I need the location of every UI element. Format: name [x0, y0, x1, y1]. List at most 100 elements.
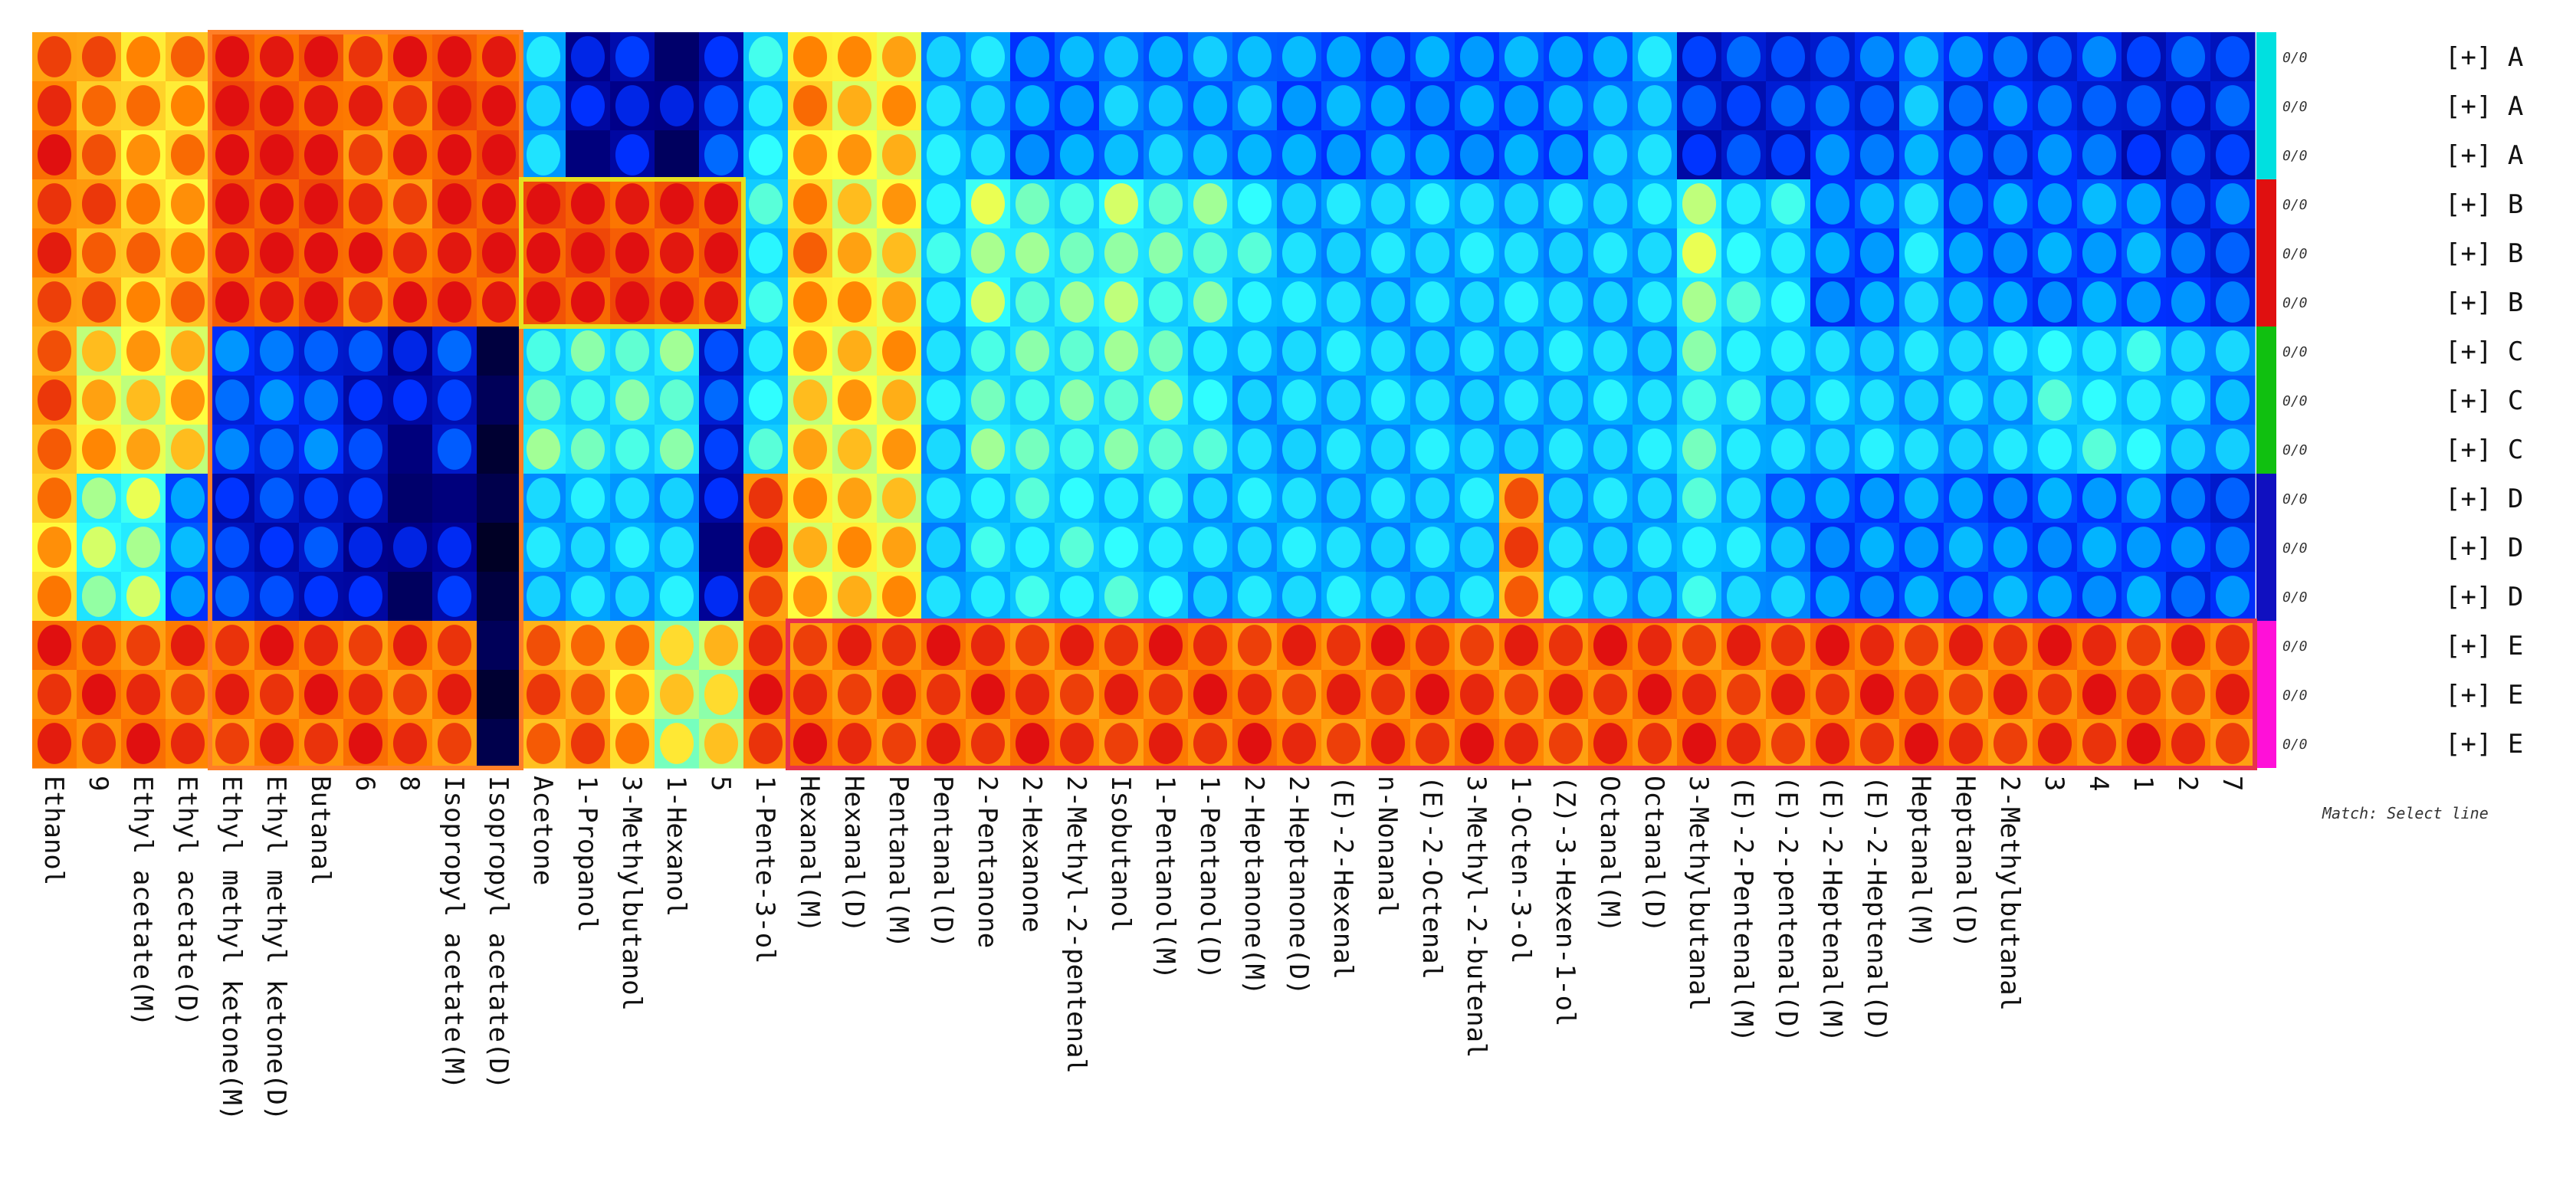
heatmap-spot: [970, 36, 1006, 77]
row-ratio-label: 0/0: [2282, 197, 2308, 213]
heatmap-spot: [1682, 330, 1717, 372]
heatmap-spot: [2215, 36, 2250, 77]
heatmap-spot: [1770, 232, 1806, 274]
heatmap-spot: [926, 36, 961, 77]
heatmap-spot: [1637, 674, 1672, 715]
heatmap-spot: [1548, 576, 1583, 617]
heatmap-spot: [348, 674, 383, 715]
heatmap-spot: [1104, 527, 1139, 568]
heatmap-spot: [1237, 576, 1272, 617]
heatmap-spot: [792, 576, 828, 617]
heatmap-spot: [1682, 527, 1717, 568]
heatmap-spot: [1815, 281, 1850, 323]
heatmap-spot: [926, 674, 961, 715]
heatmap-spot: [304, 625, 339, 666]
heatmap-spot: [570, 527, 605, 568]
heatmap-spot: [704, 330, 739, 372]
heatmap-spot: [392, 281, 428, 323]
heatmap-spot: [970, 330, 1006, 372]
heatmap-spot: [704, 281, 739, 323]
heatmap-spot: [392, 330, 428, 372]
heatmap-spot: [304, 674, 339, 715]
heatmap-spot: [1948, 281, 1984, 323]
heatmap-spot: [215, 527, 250, 568]
heatmap-spot: [304, 477, 339, 519]
heatmap-spot: [1459, 85, 1495, 126]
heatmap-spot: [1948, 85, 1984, 126]
heatmap-spot: [481, 36, 517, 77]
heatmap-spot: [1726, 527, 1761, 568]
heatmap-spot: [2037, 477, 2072, 519]
heatmap-spot: [1637, 379, 1672, 421]
heatmap-spot: [2215, 232, 2250, 274]
heatmap-spot: [1548, 281, 1583, 323]
heatmap-spot: [1281, 723, 1317, 764]
heatmap-spot: [1415, 674, 1450, 715]
heatmap-spot: [748, 674, 783, 715]
heatmap-spot: [881, 183, 917, 225]
heatmap-spot: [170, 379, 205, 421]
heatmap-spot: [2082, 36, 2117, 77]
heatmap-spot: [1993, 379, 2028, 421]
heatmap-spot: [1504, 281, 1539, 323]
heatmap-spot: [1637, 576, 1672, 617]
column-label: 6: [349, 776, 380, 791]
heatmap-spot: [1993, 527, 2028, 568]
heatmap-spot: [926, 232, 961, 274]
heatmap-spot: [304, 428, 339, 470]
heatmap-spot: [615, 527, 650, 568]
heatmap-spot: [1104, 477, 1139, 519]
heatmap-spot: [792, 232, 828, 274]
heatmap-spot: [37, 428, 72, 470]
column-label: 1: [2128, 776, 2158, 791]
heatmap-spot: [1504, 330, 1539, 372]
heatmap-spot: [1370, 379, 1406, 421]
heatmap-spot: [1193, 723, 1228, 764]
heatmap-spot: [792, 674, 828, 715]
heatmap-spot: [526, 36, 561, 77]
column-label: Ethyl methyl ketone(M): [216, 776, 247, 1121]
heatmap-spot: [1059, 379, 1094, 421]
heatmap-spot: [1326, 576, 1361, 617]
heatmap-spot: [748, 379, 783, 421]
heatmap-spot: [570, 330, 605, 372]
heatmap-spot: [748, 183, 783, 225]
heatmap-spot: [2215, 379, 2250, 421]
heatmap-spot: [81, 330, 116, 372]
heatmap-spot: [2171, 36, 2206, 77]
heatmap-spot: [1948, 134, 1984, 176]
column-label: 8: [394, 776, 425, 791]
heatmap-spot: [1993, 477, 2028, 519]
heatmap-spot: [659, 281, 694, 323]
heatmap-spot: [1326, 281, 1361, 323]
row-ratio-label: 0/0: [2282, 99, 2308, 115]
heatmap-spot: [1682, 183, 1717, 225]
heatmap-spot: [1548, 527, 1583, 568]
heatmap-spot: [1859, 85, 1895, 126]
heatmap-spot: [526, 527, 561, 568]
heatmap-spot: [1815, 379, 1850, 421]
heatmap-spot: [304, 281, 339, 323]
heatmap-spot: [1104, 281, 1139, 323]
heatmap-spot: [259, 232, 294, 274]
heatmap-spot: [1815, 527, 1850, 568]
heatmap-spot: [1237, 477, 1272, 519]
column-label: Heptanal(D): [1950, 776, 1980, 948]
heatmap-spot: [1015, 428, 1050, 470]
heatmap-spot: [1770, 85, 1806, 126]
heatmap-spot: [748, 281, 783, 323]
heatmap-spot: [1459, 527, 1495, 568]
heatmap-spot: [481, 85, 517, 126]
heatmap-spot: [1593, 183, 1628, 225]
heatmap-spot: [570, 36, 605, 77]
heatmap-spot: [2126, 281, 2161, 323]
heatmap-spot: [748, 527, 783, 568]
heatmap-spot: [926, 281, 961, 323]
row-ratio-label: 0/0: [2282, 638, 2308, 655]
heatmap-spot: [1281, 232, 1317, 274]
heatmap-spot: [37, 85, 72, 126]
heatmap-spot: [126, 477, 161, 519]
column-label: (E)-2-pentenal(D): [1772, 776, 1803, 1042]
heatmap-spot: [1370, 477, 1406, 519]
heatmap-spot: [1415, 330, 1450, 372]
